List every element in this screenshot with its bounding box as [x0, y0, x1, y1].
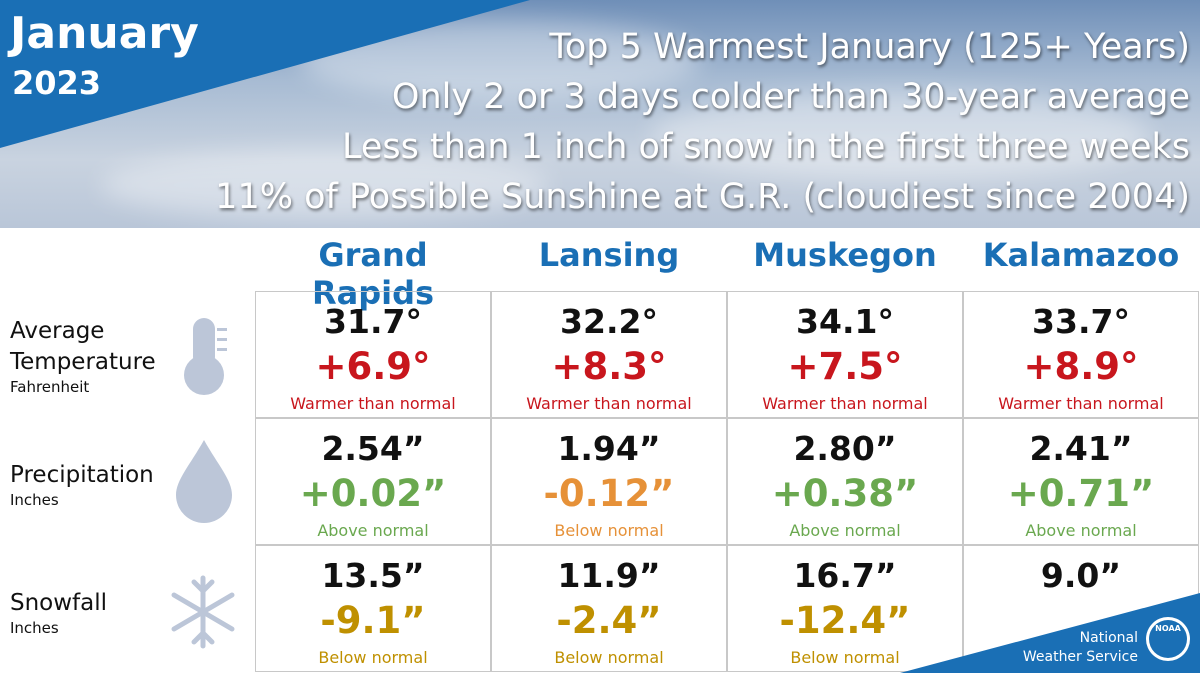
value: 1.94” [557, 429, 661, 468]
cell: 33.7° +8.9° Warmer than normal [963, 291, 1199, 418]
row-unit: Fahrenheit [10, 378, 90, 396]
departure-note: Below normal [790, 648, 900, 667]
row-label: Snowfall Inches [10, 588, 180, 637]
departure-note: Above normal [317, 521, 429, 540]
row-label: Average Temperature Fahrenheit [10, 316, 180, 396]
departure: -12.4” [779, 599, 911, 642]
cell: 16.7” -12.4” Below normal [727, 545, 963, 672]
departure: +8.9° [1023, 345, 1139, 388]
month: January [10, 8, 199, 59]
column-header: Grand Rapids [311, 236, 435, 312]
cell: 2.41” +0.71” Above normal [963, 418, 1199, 545]
departure-note: Warmer than normal [290, 394, 456, 413]
cell: 2.54” +0.02” Above normal [255, 418, 491, 545]
nws-corner: NOAA [900, 593, 1200, 673]
value: 11.9” [557, 556, 661, 595]
thermometer-icon [184, 318, 227, 395]
departure-note: Warmer than normal [762, 394, 928, 413]
row-label: Precipitation Inches [10, 460, 180, 509]
drop-icon [176, 440, 232, 523]
nws-line2: Weather Service [1022, 649, 1138, 665]
departure-note: Below normal [554, 648, 664, 667]
snowflake-icon [171, 575, 235, 649]
departure-note: Warmer than normal [998, 394, 1164, 413]
highlight: Top 5 Warmest January (125+ Years) [549, 27, 1190, 67]
value: 33.7° [1032, 302, 1130, 341]
value: 9.0” [1040, 556, 1122, 595]
departure: +8.3° [551, 345, 667, 388]
row-title: Precipitation [10, 462, 154, 488]
departure: -0.12” [543, 472, 675, 515]
departure: -9.1” [320, 599, 426, 642]
value: 13.5” [321, 556, 425, 595]
cell: 31.7° +6.9° Warmer than normal [255, 291, 491, 418]
column-header: Muskegon [753, 236, 937, 274]
value: 32.2° [560, 302, 658, 341]
row-title: Snowfall [10, 590, 108, 616]
column-header: Lansing [538, 236, 680, 274]
departure: +7.5° [787, 345, 903, 388]
departure: +0.71” [1007, 472, 1155, 515]
column-header: Kalamazoo [982, 236, 1180, 274]
departure-note: Above normal [789, 521, 901, 540]
row-unit: Inches [10, 619, 59, 637]
departure: -2.4” [556, 599, 662, 642]
cell: 11.9” -2.4” Below normal [491, 545, 727, 672]
cell: 2.80” +0.38” Above normal [727, 418, 963, 545]
nws-line1: National [1079, 630, 1138, 646]
highlights: Top 5 Warmest January (125+ Years) Only 2… [215, 22, 1190, 222]
year: 2023 [12, 64, 102, 102]
cell: 34.1° +7.5° Warmer than normal [727, 291, 963, 418]
value: 34.1° [796, 302, 894, 341]
value: 31.7° [324, 302, 422, 341]
cell: 13.5” -9.1” Below normal [255, 545, 491, 672]
highlight: 11% of Possible Sunshine at G.R. (cloudi… [215, 177, 1190, 217]
row-title: Average Temperature [10, 318, 156, 375]
departure: +0.38” [771, 472, 919, 515]
sky-banner [0, 0, 1200, 228]
departure-note: Above normal [1025, 521, 1137, 540]
row-unit: Inches [10, 491, 59, 509]
title-corner [0, 0, 530, 148]
departure-note: Warmer than normal [526, 394, 692, 413]
departure: +6.9° [315, 345, 431, 388]
value: 2.54” [321, 429, 425, 468]
departure-note: Below normal [554, 521, 664, 540]
value: 2.80” [793, 429, 897, 468]
departure-note: Below normal [318, 648, 428, 667]
highlight: Only 2 or 3 days colder than 30-year ave… [391, 77, 1190, 117]
departure: +0.02” [299, 472, 447, 515]
highlight: Less than 1 inch of snow in the first th… [342, 127, 1190, 167]
value: 2.41” [1029, 429, 1133, 468]
cell: 1.94” -0.12” Below normal [491, 418, 727, 545]
logo-text: NOAA [1155, 624, 1181, 633]
value: 16.7” [793, 556, 897, 595]
cell: 32.2° +8.3° Warmer than normal [491, 291, 727, 418]
